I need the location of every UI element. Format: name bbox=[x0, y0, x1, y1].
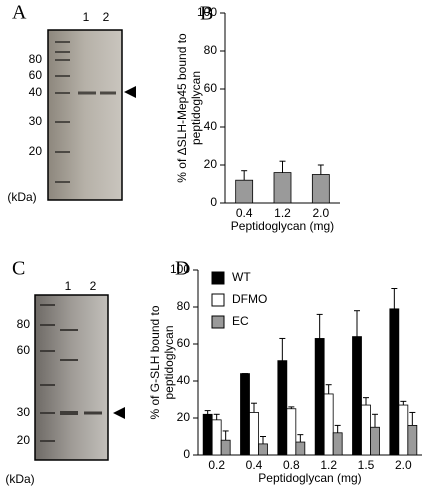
bar bbox=[407, 424, 418, 456]
bar bbox=[361, 404, 371, 456]
panel-label: B bbox=[200, 3, 213, 25]
y-tick-label: 0 bbox=[183, 447, 190, 461]
y-axis-label: % of ΔSLH-Mep45 bound to bbox=[175, 33, 189, 183]
marker-label: 30 bbox=[17, 405, 31, 419]
x-tick-label: 0.4 bbox=[236, 206, 253, 220]
marker-label: 40 bbox=[29, 85, 43, 99]
bar bbox=[314, 338, 325, 456]
x-tick-label: 0.8 bbox=[283, 458, 300, 472]
arrow bbox=[124, 86, 136, 98]
y-axis-label: peptidoglycan bbox=[189, 71, 203, 145]
lane-label: 1 bbox=[83, 10, 90, 24]
lane-label: 2 bbox=[103, 10, 110, 24]
marker-label: 60 bbox=[17, 343, 31, 357]
error-bar bbox=[372, 413, 378, 428]
gel-c bbox=[34, 294, 109, 461]
lane-label: 2 bbox=[90, 279, 97, 293]
bar bbox=[249, 412, 259, 456]
error-bar bbox=[363, 397, 369, 406]
y-tick-label: 80 bbox=[204, 43, 218, 57]
gel-a bbox=[47, 29, 123, 201]
bar bbox=[389, 308, 400, 456]
unit-label: (kDa) bbox=[5, 472, 34, 486]
y-tick-label: 0 bbox=[210, 195, 217, 209]
x-tick-label: 2.0 bbox=[395, 458, 412, 472]
unit-label: (kDa) bbox=[7, 190, 36, 204]
x-tick-label: 0.2 bbox=[208, 458, 225, 472]
error-bar bbox=[409, 411, 416, 426]
x-tick-label: 1.2 bbox=[274, 206, 291, 220]
panel-label: C bbox=[12, 258, 25, 280]
bar bbox=[311, 174, 330, 204]
error-bar bbox=[400, 400, 407, 406]
error-bar bbox=[222, 430, 229, 441]
legend-swatch bbox=[211, 271, 225, 285]
legend-swatch bbox=[211, 315, 225, 329]
y-tick-label: 40 bbox=[177, 373, 191, 387]
x-axis-label: Peptidoglycan (mg) bbox=[231, 219, 334, 233]
error-bar bbox=[391, 288, 398, 309]
marker-label: 60 bbox=[29, 68, 43, 82]
error-bar bbox=[213, 413, 220, 420]
error-bar bbox=[316, 313, 323, 339]
y-axis-label: peptidoglycan bbox=[162, 325, 176, 399]
y-tick-label: 80 bbox=[177, 299, 191, 313]
error-bar bbox=[354, 310, 360, 337]
y-tick-label: 100 bbox=[170, 262, 190, 276]
y-tick-label: 60 bbox=[177, 336, 191, 350]
legend-label: DFMO bbox=[232, 292, 267, 306]
marker-label: 30 bbox=[29, 114, 43, 128]
error-bar bbox=[279, 160, 286, 173]
bar bbox=[202, 413, 213, 456]
x-tick-label: 2.0 bbox=[312, 206, 329, 220]
bar bbox=[286, 408, 297, 456]
marker-label: 20 bbox=[17, 433, 31, 447]
marker-label: 80 bbox=[29, 52, 43, 66]
bar bbox=[235, 179, 254, 204]
error-bar bbox=[325, 384, 332, 394]
error-bar bbox=[241, 170, 248, 181]
x-axis-label: Peptidoglycan (mg) bbox=[258, 471, 361, 485]
x-tick-label: 1.2 bbox=[320, 458, 337, 472]
error-bar bbox=[251, 402, 257, 413]
bar bbox=[352, 336, 362, 456]
bar bbox=[323, 393, 334, 456]
y-tick-label: 60 bbox=[204, 81, 218, 95]
x-tick-label: 0.4 bbox=[246, 458, 263, 472]
error-bar bbox=[204, 410, 211, 415]
y-tick-label: 20 bbox=[177, 410, 191, 424]
panel-label: A bbox=[12, 2, 27, 24]
bar bbox=[273, 172, 292, 204]
bar bbox=[277, 360, 288, 456]
bar bbox=[220, 439, 231, 456]
bar bbox=[332, 432, 343, 456]
lane-label: 1 bbox=[65, 279, 72, 293]
bar bbox=[211, 419, 222, 456]
bar bbox=[258, 443, 268, 456]
error-bar bbox=[334, 424, 341, 433]
error-bar bbox=[288, 406, 295, 409]
bar bbox=[295, 441, 306, 456]
error-bar bbox=[317, 164, 324, 175]
legend-label: EC bbox=[232, 314, 249, 328]
y-tick-label: 20 bbox=[204, 157, 218, 171]
bar bbox=[398, 404, 409, 456]
y-tick-label: 40 bbox=[204, 119, 218, 133]
marker-label: 20 bbox=[29, 144, 43, 158]
y-tick-label: 100 bbox=[197, 5, 217, 19]
bar bbox=[240, 373, 250, 456]
x-tick-label: 1.5 bbox=[358, 458, 375, 472]
arrow bbox=[113, 407, 125, 419]
error-bar bbox=[297, 434, 304, 443]
y-axis-label: % of G-SLH bound to bbox=[148, 305, 162, 419]
bar bbox=[370, 426, 380, 456]
marker-label: 80 bbox=[17, 317, 31, 331]
legend-label: WT bbox=[232, 270, 251, 284]
legend-swatch bbox=[211, 293, 225, 307]
panel-label: D bbox=[175, 258, 189, 280]
error-bar bbox=[279, 337, 286, 361]
error-bar bbox=[260, 436, 266, 444]
